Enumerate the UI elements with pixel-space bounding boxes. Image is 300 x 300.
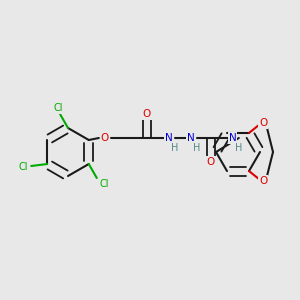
Text: N: N xyxy=(187,133,195,143)
Text: Cl: Cl xyxy=(19,162,28,172)
Text: O: O xyxy=(143,109,151,119)
Text: H: H xyxy=(193,143,200,153)
Text: H: H xyxy=(235,143,242,153)
Text: O: O xyxy=(259,176,267,186)
Text: O: O xyxy=(207,157,215,167)
Text: N: N xyxy=(165,133,173,143)
Text: Cl: Cl xyxy=(53,103,63,113)
Text: O: O xyxy=(259,118,267,128)
Text: H: H xyxy=(171,143,178,153)
Text: O: O xyxy=(101,133,109,143)
Text: N: N xyxy=(229,133,237,143)
Text: Cl: Cl xyxy=(99,179,109,189)
